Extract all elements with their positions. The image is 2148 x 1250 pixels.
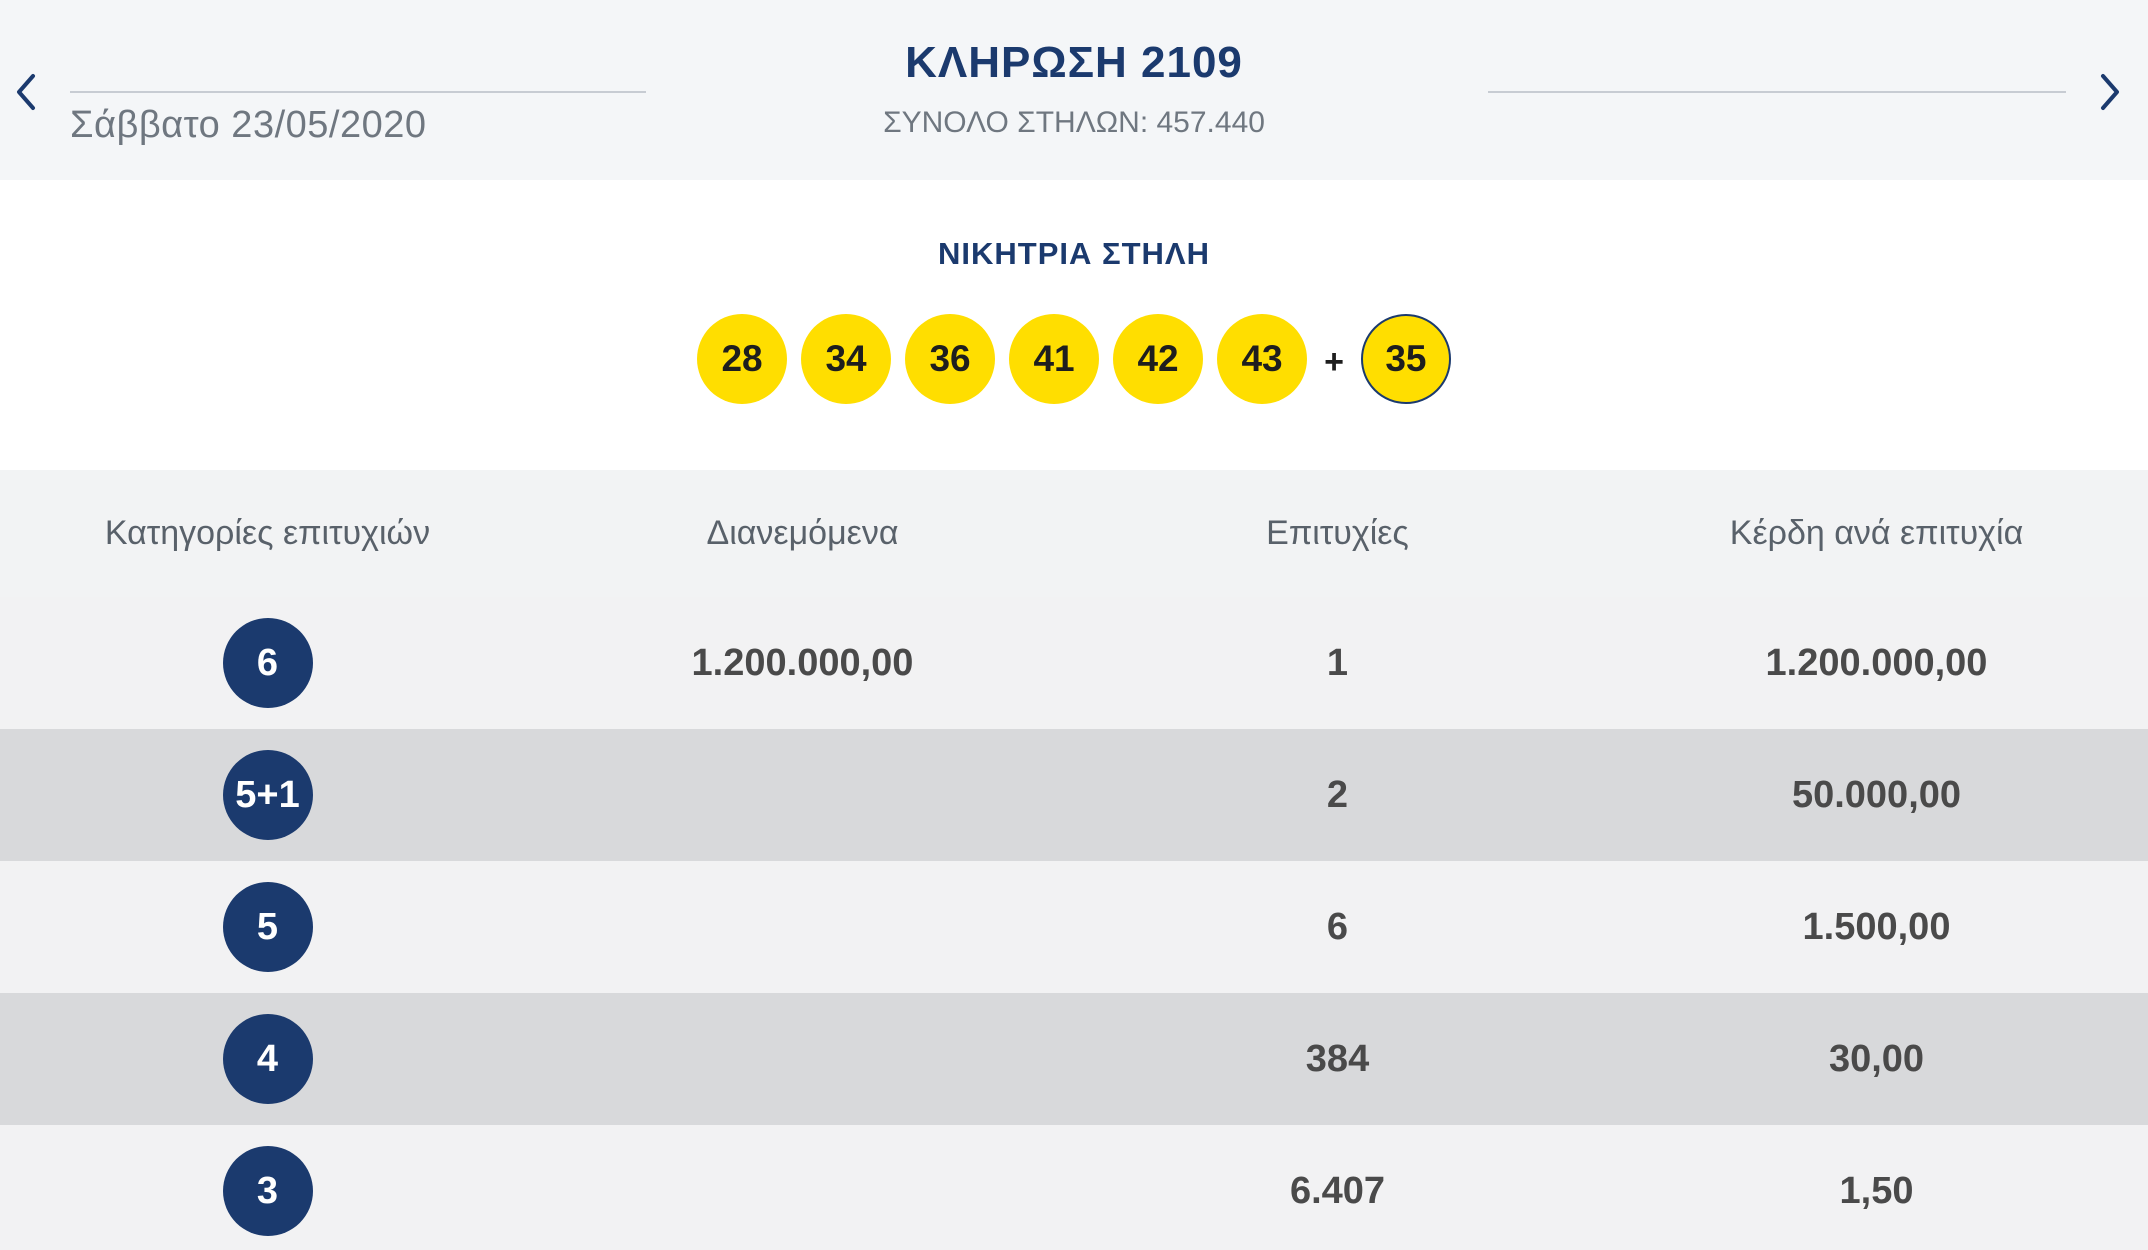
next-draw-button[interactable] xyxy=(2090,62,2130,122)
distributed-amount: 1.200.000,00 xyxy=(691,641,914,684)
winners-count: 384 xyxy=(1305,1037,1370,1080)
table-row: 3 6.407 1,50 xyxy=(0,1125,2148,1250)
previous-draw-button[interactable] xyxy=(6,62,46,122)
prize-amount: 50.000,00 xyxy=(1791,773,1962,816)
draw-date: Σάββατο 23/05/2020 xyxy=(70,104,427,146)
header-distributed: Διανεμόμενα xyxy=(706,514,899,552)
category-badge: 6 xyxy=(222,618,313,708)
winning-number-ball: 43 xyxy=(1217,314,1308,404)
draw-header: Σάββατο 23/05/2020 ΚΛΗΡΩΣΗ 2109 ΣΥΝΟΛΟ Σ… xyxy=(0,0,2148,180)
chevron-right-icon xyxy=(2101,74,2119,110)
header-prize-per-winner: Κέρδη ανά επιτυχία xyxy=(1729,514,2024,552)
winning-numbers: 28 34 36 41 42 43 + 35 xyxy=(0,314,2148,404)
winning-number-ball: 42 xyxy=(1113,314,1204,404)
chevron-left-icon xyxy=(17,74,35,110)
prize-table: Κατηγορίες επιτυχιών Διανεμόμενα Επιτυχί… xyxy=(0,470,2148,1250)
draw-title: ΚΛΗΡΩΣΗ 2109 xyxy=(905,38,1243,87)
prize-table-header: Κατηγορίες επιτυχιών Διανεμόμενα Επιτυχί… xyxy=(0,470,2148,597)
total-columns: ΣΥΝΟΛΟ ΣΤΗΛΩΝ: 457.440 xyxy=(883,106,1265,139)
header-categories: Κατηγορίες επιτυχιών xyxy=(104,514,431,552)
plus-sign: + xyxy=(1324,342,1344,381)
winners-count: 6.407 xyxy=(1289,1169,1386,1212)
winning-number-ball: 28 xyxy=(697,314,788,404)
prize-amount: 1.200.000,00 xyxy=(1765,641,1988,684)
winning-number-ball: 41 xyxy=(1009,314,1100,404)
winning-column-label: ΝΙΚΗΤΡΙΑ ΣΤΗΛΗ xyxy=(938,236,1210,271)
winners-count: 2 xyxy=(1326,773,1349,816)
header-divider-left xyxy=(70,91,646,93)
winners-count: 6 xyxy=(1326,905,1349,948)
header-winners: Επιτυχίες xyxy=(1266,514,1409,552)
bonus-number-ball: 35 xyxy=(1360,314,1451,404)
prize-amount: 1,50 xyxy=(1839,1169,1914,1212)
prize-amount: 30,00 xyxy=(1828,1037,1925,1080)
category-badge: 4 xyxy=(222,1014,313,1104)
category-badge: 5 xyxy=(222,882,313,972)
category-badge: 3 xyxy=(222,1146,313,1236)
table-row: 5 6 1.500,00 xyxy=(0,861,2148,993)
category-badge: 5+1 xyxy=(222,750,313,840)
table-row: 6 1.200.000,00 1 1.200.000,00 xyxy=(0,597,2148,729)
header-divider-right xyxy=(1488,91,2066,93)
winning-number-ball: 34 xyxy=(801,314,892,404)
winning-number-ball: 36 xyxy=(905,314,996,404)
table-row: 5+1 2 50.000,00 xyxy=(0,729,2148,861)
table-row: 4 384 30,00 xyxy=(0,993,2148,1125)
winners-count: 1 xyxy=(1326,641,1349,684)
prize-amount: 1.500,00 xyxy=(1802,905,1951,948)
